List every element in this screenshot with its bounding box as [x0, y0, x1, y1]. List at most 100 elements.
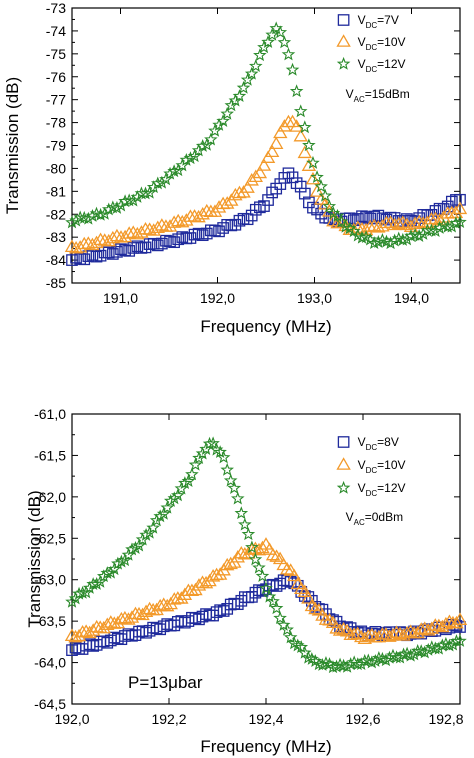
legend-label-3-sub: DC [366, 65, 378, 74]
annotation-value: =15dBm [365, 87, 410, 101]
data-point [126, 193, 141, 207]
data-point [449, 216, 463, 230]
data-point [255, 540, 270, 554]
legend-label-1-value: =8V [377, 435, 399, 449]
data-point [351, 228, 365, 242]
data-point [73, 210, 87, 224]
data-point [126, 225, 141, 238]
data-point [417, 621, 432, 634]
data-point [290, 177, 303, 190]
data-point [235, 594, 248, 607]
data-point [231, 598, 244, 611]
data-point [224, 598, 237, 611]
legend-label-1-main: V [358, 435, 366, 449]
pressure-annotation: P=13μbar [128, 673, 203, 692]
data-point [183, 151, 198, 165]
data-point [75, 625, 90, 638]
y-tick-label: -85 [46, 275, 66, 291]
y-tick-label: -79 [46, 138, 66, 154]
data-point [256, 158, 272, 171]
data-point [424, 223, 439, 237]
legend-marker [337, 436, 350, 448]
data-point [102, 246, 115, 259]
annotation-main: V [346, 87, 354, 101]
data-point [265, 547, 281, 561]
data-point [66, 254, 78, 266]
data-point [273, 611, 287, 624]
data-point [287, 568, 302, 582]
data-point [207, 204, 223, 217]
data-point [269, 601, 284, 615]
legend-label-2-main: V [358, 458, 366, 472]
data-point [332, 623, 348, 636]
data-point [160, 598, 175, 612]
data-point [220, 462, 234, 476]
data-point [199, 137, 214, 151]
data-point [445, 219, 459, 233]
data-point [78, 253, 91, 266]
legend-label-3-text: VDC=12V [358, 481, 406, 498]
data-point [258, 200, 270, 212]
legend-label-2-text: VDC=10V [358, 458, 406, 475]
data-point [121, 226, 137, 239]
data-point [219, 196, 235, 209]
data-point [440, 219, 455, 233]
data-point [248, 169, 263, 183]
data-point [260, 150, 276, 163]
data-point [118, 553, 132, 567]
data-point [281, 47, 296, 61]
data-point [257, 40, 271, 54]
y-tick-label: -73 [46, 0, 66, 16]
x-tick-label: 191,0 [103, 290, 138, 306]
series-triangle [64, 537, 468, 645]
data-point [367, 218, 382, 232]
data-point [228, 93, 243, 107]
y-tick-label: -84 [46, 252, 66, 268]
data-point [454, 193, 466, 206]
annotation-sub: AC [354, 95, 365, 104]
x-tick-label: 192,6 [345, 711, 380, 727]
data-point [109, 228, 125, 242]
data-point [294, 640, 309, 654]
data-point [246, 591, 258, 603]
data-point [248, 552, 263, 566]
data-point [255, 569, 270, 583]
data-point [364, 627, 380, 641]
data-point [111, 245, 123, 258]
data-point [372, 209, 385, 222]
data-point [104, 565, 118, 579]
data-point [223, 473, 238, 487]
data-point [436, 218, 451, 232]
data-point [188, 582, 203, 596]
legend-label-2-sub: DC [366, 43, 378, 52]
data-point [410, 625, 425, 639]
data-point [132, 538, 146, 552]
x-tick-label: 192,4 [248, 711, 283, 727]
data-point [383, 236, 398, 250]
data-point [356, 210, 368, 223]
data-point [383, 215, 398, 228]
data-point [156, 506, 171, 520]
data-point [191, 143, 206, 157]
data-point [364, 212, 376, 225]
y-tick-label: -80 [46, 160, 66, 176]
data-point [449, 615, 464, 629]
y-tick-label: -82 [46, 206, 66, 222]
data-point [234, 545, 249, 559]
data-point [77, 210, 92, 224]
data-point [122, 193, 136, 207]
series-square [66, 167, 466, 266]
annotation-sub: AC [354, 518, 365, 527]
data-point [114, 198, 128, 212]
y-axis-title: Transmission (dB) [25, 490, 44, 627]
data-point [179, 153, 194, 166]
data-point [279, 562, 295, 575]
data-point [264, 144, 280, 157]
data-point [171, 488, 185, 502]
data-point [167, 164, 181, 178]
data-point [322, 612, 337, 626]
data-point [217, 605, 230, 617]
legend-label-1-sub: DC [366, 443, 378, 452]
data-point [293, 128, 308, 142]
